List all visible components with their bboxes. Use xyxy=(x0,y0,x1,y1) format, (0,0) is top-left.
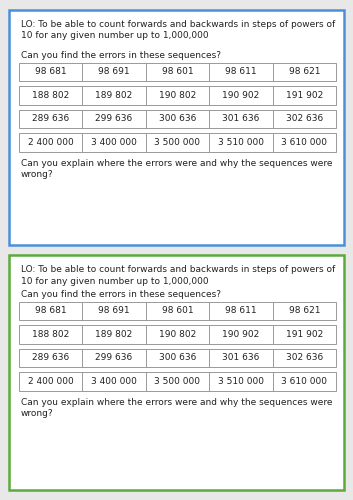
Text: 98 681: 98 681 xyxy=(35,68,66,76)
Text: 3 610 000: 3 610 000 xyxy=(281,377,328,386)
Text: 98 601: 98 601 xyxy=(162,306,193,316)
Text: 2 400 000: 2 400 000 xyxy=(28,138,73,147)
Text: 301 636: 301 636 xyxy=(222,114,260,124)
Text: 191 902: 191 902 xyxy=(286,330,323,339)
Text: Can you explain where the errors were and why the sequences were: Can you explain where the errors were an… xyxy=(21,398,332,406)
Text: 289 636: 289 636 xyxy=(32,114,69,124)
Text: 98 621: 98 621 xyxy=(289,68,320,76)
Text: 189 802: 189 802 xyxy=(95,330,133,339)
Bar xyxy=(19,86,336,104)
Text: 190 802: 190 802 xyxy=(159,330,196,339)
Text: 98 611: 98 611 xyxy=(225,306,257,316)
Text: Can you find the errors in these sequences?: Can you find the errors in these sequenc… xyxy=(21,290,221,299)
Text: 3 510 000: 3 510 000 xyxy=(218,138,264,147)
FancyBboxPatch shape xyxy=(9,255,344,490)
Bar xyxy=(19,62,336,81)
Text: 190 802: 190 802 xyxy=(159,91,196,100)
Text: 98 611: 98 611 xyxy=(225,68,257,76)
Text: 10 for any given number up to 1,000,000: 10 for any given number up to 1,000,000 xyxy=(21,32,209,40)
FancyBboxPatch shape xyxy=(9,10,344,245)
Text: 2 400 000: 2 400 000 xyxy=(28,377,73,386)
Text: 98 601: 98 601 xyxy=(162,68,193,76)
Text: 188 802: 188 802 xyxy=(32,91,69,100)
Bar xyxy=(19,372,336,390)
Bar xyxy=(19,110,336,128)
Text: wrong?: wrong? xyxy=(21,170,53,179)
Bar xyxy=(19,348,336,367)
Text: 3 610 000: 3 610 000 xyxy=(281,138,328,147)
Bar xyxy=(19,133,336,152)
Bar xyxy=(19,325,336,344)
Text: 10 for any given number up to 1,000,000: 10 for any given number up to 1,000,000 xyxy=(21,276,209,285)
Text: LO: To be able to count forwards and backwards in steps of powers of: LO: To be able to count forwards and bac… xyxy=(21,265,335,274)
Text: 98 681: 98 681 xyxy=(35,306,66,316)
Text: 302 636: 302 636 xyxy=(286,114,323,124)
Text: 98 621: 98 621 xyxy=(289,306,320,316)
Text: 191 902: 191 902 xyxy=(286,91,323,100)
Text: 98 691: 98 691 xyxy=(98,68,130,76)
Text: 98 691: 98 691 xyxy=(98,306,130,316)
Text: 3 400 000: 3 400 000 xyxy=(91,377,137,386)
Text: 189 802: 189 802 xyxy=(95,91,133,100)
Text: 190 902: 190 902 xyxy=(222,91,259,100)
Text: 299 636: 299 636 xyxy=(95,114,133,124)
Text: LO: To be able to count forwards and backwards in steps of powers of: LO: To be able to count forwards and bac… xyxy=(21,20,335,29)
Text: 302 636: 302 636 xyxy=(286,354,323,362)
Text: wrong?: wrong? xyxy=(21,409,53,418)
Text: 190 902: 190 902 xyxy=(222,330,259,339)
Bar xyxy=(19,302,336,320)
Text: 3 400 000: 3 400 000 xyxy=(91,138,137,147)
Text: Can you explain where the errors were and why the sequences were: Can you explain where the errors were an… xyxy=(21,158,332,168)
Text: Can you find the errors in these sequences?: Can you find the errors in these sequenc… xyxy=(21,51,221,60)
Text: 301 636: 301 636 xyxy=(222,354,260,362)
Text: 300 636: 300 636 xyxy=(159,114,196,124)
Text: 299 636: 299 636 xyxy=(95,354,133,362)
Text: 188 802: 188 802 xyxy=(32,330,69,339)
Text: 289 636: 289 636 xyxy=(32,354,69,362)
Text: 3 500 000: 3 500 000 xyxy=(155,377,201,386)
Text: 300 636: 300 636 xyxy=(159,354,196,362)
Text: 3 500 000: 3 500 000 xyxy=(155,138,201,147)
Text: 3 510 000: 3 510 000 xyxy=(218,377,264,386)
